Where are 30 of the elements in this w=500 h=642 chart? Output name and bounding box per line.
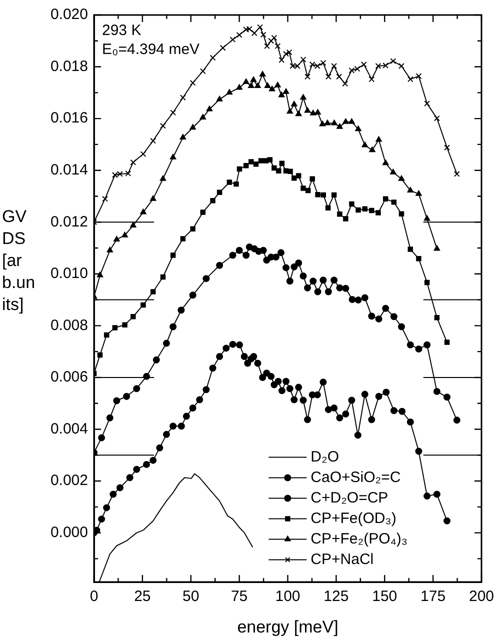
legend-label: CP+Fe(OD₃): [310, 510, 396, 527]
y-tick-label: 0.002: [50, 472, 88, 490]
y-tick-label: 0.016: [50, 110, 88, 127]
x-tick-label: 175: [420, 588, 446, 606]
y-tick-label: 0.020: [50, 6, 88, 24]
x-tick-label: 25: [134, 588, 151, 606]
y-tick-label: 0.008: [50, 316, 88, 334]
legend-label: C+D₂O=CP: [310, 489, 388, 506]
annotation: 293 K: [102, 22, 142, 39]
y-axis-title: GVDS [arb.units]: [2, 206, 36, 316]
x-tick-label: 125: [324, 588, 349, 606]
x-axis-title: energy [meV]: [237, 617, 338, 636]
legend-label: D₂O: [310, 448, 339, 466]
y-tick-label: 0.014: [50, 161, 88, 178]
legend-label: CP+NaCl: [310, 550, 374, 568]
y-tick-label: 0.012: [50, 213, 88, 230]
x-tick-label: 150: [372, 588, 398, 606]
x-tick-label: 200: [468, 588, 494, 606]
x-tick-label: 0: [90, 588, 98, 606]
y-tick-label: 0.018: [50, 58, 88, 75]
x-tick-label: 100: [275, 588, 300, 606]
x-tick-label: 50: [182, 588, 200, 606]
x-tick-label: 75: [230, 588, 248, 606]
y-tick-label: 0.004: [50, 420, 88, 438]
annotation: E₀=4.394 meV: [102, 41, 200, 58]
legend-label: CaO+SiO₂=C: [310, 468, 401, 486]
legend-label: CP+Fe₂(PO₄)₃: [310, 530, 408, 548]
y-tick-label: 0.000: [50, 524, 88, 541]
y-tick-label: 0.006: [50, 368, 88, 386]
y-tick-label: 0.010: [50, 265, 88, 282]
